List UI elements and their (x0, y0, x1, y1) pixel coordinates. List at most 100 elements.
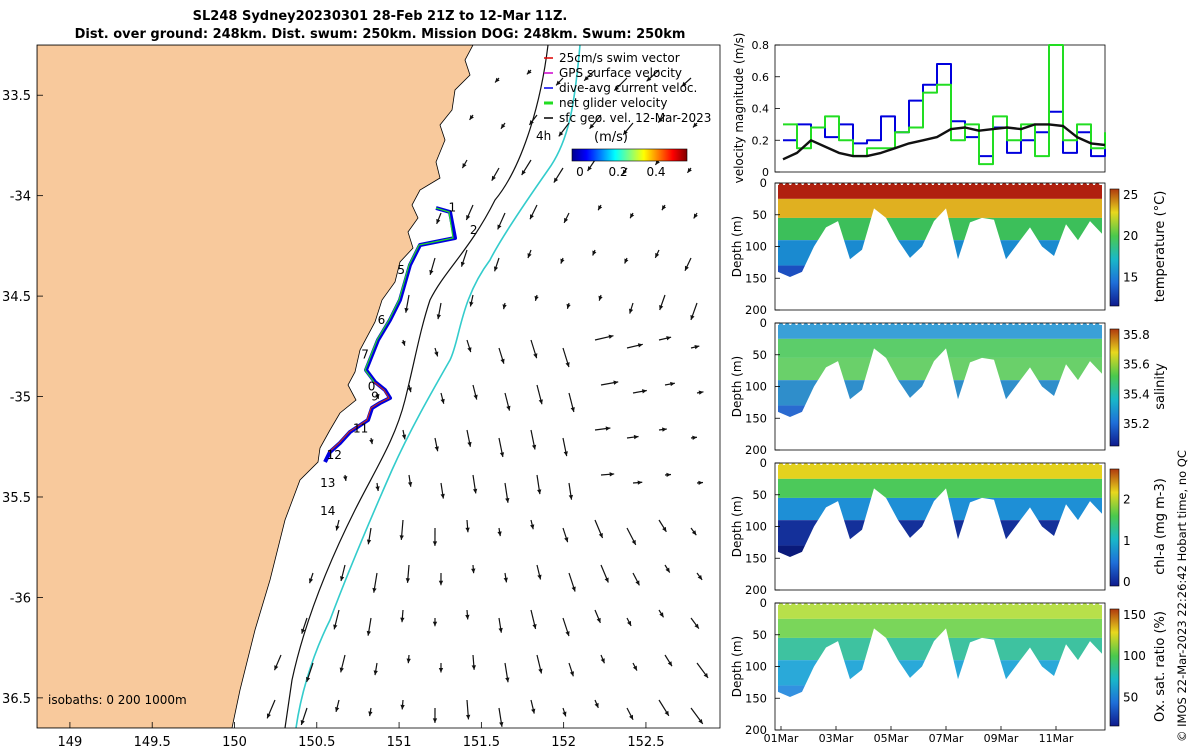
waypoint-label: 13 (320, 476, 335, 490)
velocity-arrow (626, 707, 634, 721)
velocity-arrow (530, 699, 536, 714)
surface-dot (940, 183, 945, 188)
lon-tick-label: 151 (387, 735, 412, 750)
surface-dot (834, 603, 839, 608)
surface-dot (1008, 183, 1013, 188)
velocity-arrow (529, 204, 538, 220)
land-area (37, 45, 474, 728)
surface-dot (778, 603, 784, 608)
surface-dot (952, 323, 957, 328)
velocity-arrow (654, 249, 660, 259)
surface-dot (909, 463, 914, 468)
depth-tick: 50 (752, 208, 767, 222)
surface-dot (803, 463, 808, 468)
velocity-arrow (646, 69, 660, 82)
surface-dot (828, 323, 833, 328)
surface-dot (797, 183, 802, 188)
surface-dot (958, 183, 963, 188)
colorbar-tick: 150 (1123, 608, 1146, 622)
section-band (778, 478, 1102, 498)
velocity-arrow (521, 159, 532, 176)
colorbar-tick: 2 (1123, 493, 1131, 507)
surface-dot (995, 463, 1001, 468)
depth-tick: 100 (745, 240, 767, 254)
velocity-arrow (530, 429, 537, 450)
surface-dot (791, 183, 796, 188)
surface-dot (890, 183, 895, 188)
surface-dot (1026, 183, 1032, 188)
velocity-arrow (664, 564, 671, 573)
surface-dot (859, 323, 864, 328)
surface-dot (946, 323, 951, 328)
velocity-arrow (598, 294, 603, 301)
surface-dot (1014, 463, 1019, 468)
surface-dot (1033, 463, 1038, 468)
surface-dot (847, 603, 852, 608)
section-band (778, 185, 1102, 199)
velocity-arrow (469, 294, 474, 307)
velocity-arrow (432, 527, 438, 546)
velocity-arrow (404, 294, 410, 313)
section-colorbar (1109, 188, 1120, 307)
section-colorbar (1109, 468, 1120, 587)
surface-dot (822, 603, 827, 608)
surface-dot (921, 323, 926, 328)
colorbar-tick: 0 (1123, 575, 1131, 589)
surface-dot (946, 183, 951, 188)
colorbar-label: salinity (1153, 363, 1168, 410)
surface-dot (785, 323, 790, 328)
surface-dot (921, 183, 926, 188)
surface-dot (952, 183, 957, 188)
lat-tick-label: -35 (10, 391, 31, 406)
velocity-arrow (587, 159, 596, 172)
velocity-arrow (600, 472, 615, 477)
surface-dot (915, 463, 920, 468)
surface-dot (871, 463, 877, 468)
velocity-arrow (555, 77, 564, 86)
velocity-panel: 0 0.2 0.4 0.6 0.8 velocity magnitude (m/s) (732, 33, 1106, 183)
velocity-arrow (401, 429, 407, 440)
velocity-series-line (782, 123, 1106, 161)
velocity-arrow (661, 204, 667, 211)
depth-tick: 100 (745, 660, 767, 674)
surface-dot (878, 463, 883, 468)
surface-dot (1088, 463, 1094, 468)
surface-dot (865, 183, 870, 188)
velocity-arrow (491, 167, 500, 182)
surface-dot (803, 323, 808, 328)
velocity-arrow (632, 572, 640, 586)
velocity-arrow (497, 527, 502, 537)
surface-dot (1014, 603, 1019, 608)
velocity-arrow (498, 347, 505, 364)
surface-dot (834, 323, 839, 328)
legend-label: net glider velocity (559, 96, 667, 110)
colorbar-label: (m/s) (594, 130, 628, 145)
surface-dot (902, 463, 908, 468)
section-panel: 0 50 100 150 200 Depth (m) 50 100 150 Ox. sat. ra… (730, 596, 1168, 737)
velocity-arrow (400, 609, 405, 623)
surface-dot (822, 463, 827, 468)
time-tick: 03Mar (819, 732, 854, 745)
surface-dot (871, 323, 877, 328)
surface-dot (853, 323, 858, 328)
depth-tick: 100 (745, 520, 767, 534)
velocity-arrow (498, 437, 505, 458)
surface-dot (952, 463, 957, 468)
colorbar-tick: 35.2 (1123, 417, 1150, 431)
surface-dot (797, 463, 802, 468)
velocity-arrow (562, 527, 569, 543)
velocity-arrow (500, 122, 506, 130)
surface-dot (1064, 183, 1069, 188)
surface-dot (977, 603, 982, 608)
velocity-ytick: 0 (762, 166, 769, 179)
colorbar-tick: 50 (1123, 690, 1138, 704)
surface-dot (816, 603, 821, 608)
velocity-ytick: 0.6 (752, 71, 770, 84)
velocity-arrow (536, 474, 542, 495)
surface-dot (989, 323, 994, 328)
depth-tick: 150 (745, 691, 767, 705)
title-line-1: SL248 Sydney20230301 28-Feb 21Z to 12-Ma… (192, 9, 568, 24)
velocity-arrow (562, 347, 570, 368)
